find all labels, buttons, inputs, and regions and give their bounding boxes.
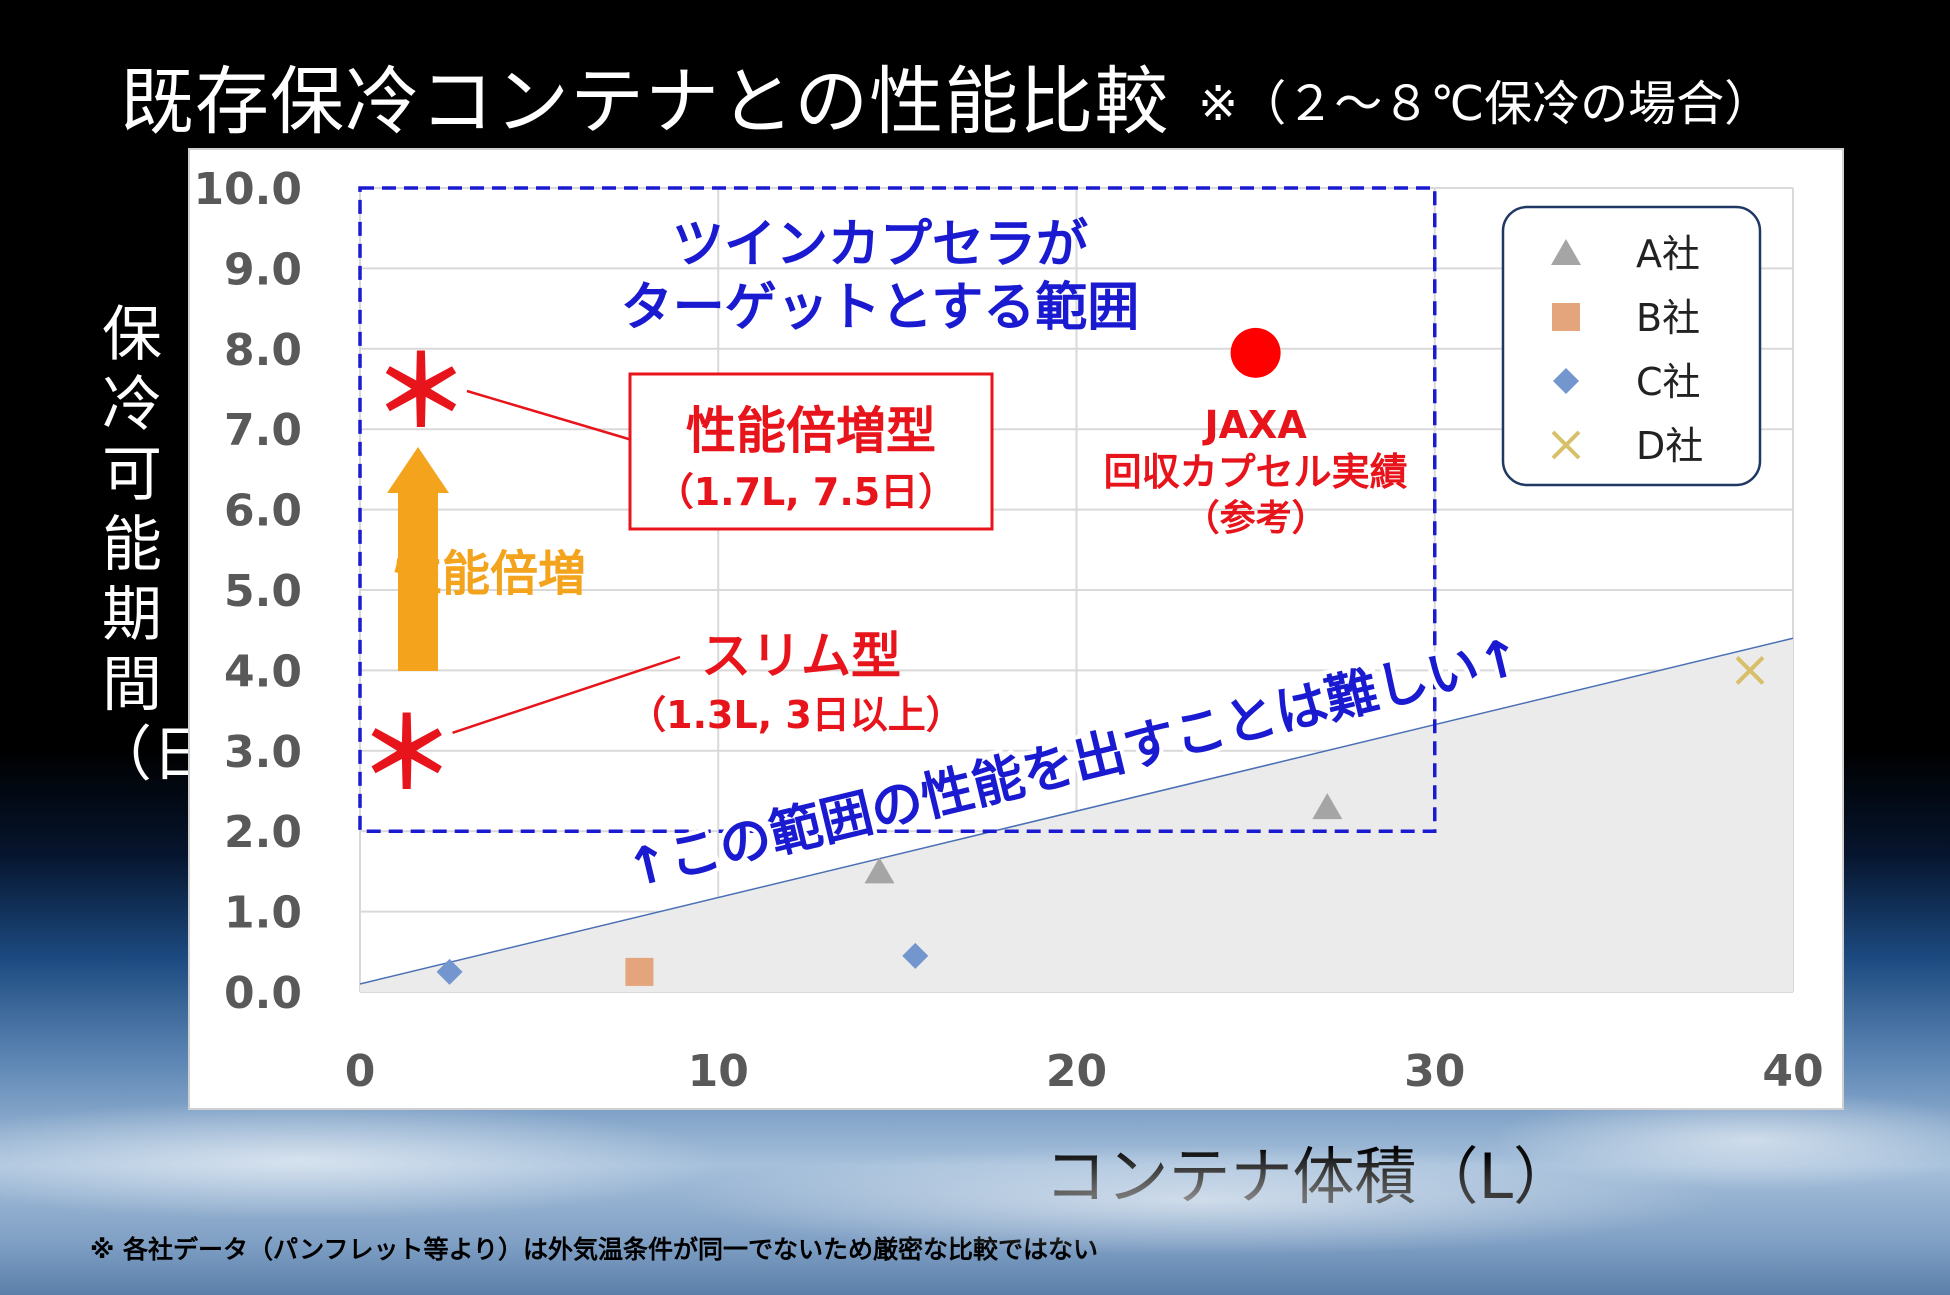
y-tick-label: 2.0	[224, 807, 302, 858]
double-type-leader-line	[466, 389, 633, 442]
target-range-label-line1: ツインカプセラが	[672, 215, 1088, 275]
y-tick-label: 10.0	[193, 164, 302, 215]
jaxa-data-point	[1230, 327, 1281, 378]
target-range-label-line2: ターゲットとする範囲	[621, 278, 1139, 338]
legend-marker	[1552, 303, 1580, 331]
double-performance-arrow-head	[387, 447, 449, 493]
difficulty-boundary-line	[359, 637, 1794, 985]
data-markers	[436, 327, 1765, 986]
legend-marker	[1551, 239, 1581, 265]
data-point-series-3	[902, 942, 929, 969]
y-tick-label: 5.0	[224, 566, 302, 617]
x-tick-label: 10	[688, 1046, 749, 1097]
y-tick-label: 3.0	[224, 727, 302, 778]
legend-marker	[1553, 368, 1579, 394]
jaxa-label-line2: 回収カプセル実績	[1104, 450, 1408, 494]
double-type-target-star: ＊	[373, 336, 469, 448]
x-tick-label: 0	[345, 1046, 376, 1097]
y-tick-label: 8.0	[224, 325, 302, 376]
legend-label: A社	[1636, 232, 1700, 276]
earth-clouds	[0, 1090, 1950, 1255]
y-tick-label: 9.0	[224, 244, 302, 295]
x-tick-label: 40	[1762, 1046, 1823, 1097]
jaxa-label-line3: （参考）	[1184, 498, 1328, 539]
slim-type-leader-line	[452, 655, 681, 734]
jaxa-label-line1: JAXA	[1201, 403, 1307, 447]
data-point-series-4	[1735, 655, 1765, 685]
x-marker-stroke	[1735, 655, 1765, 685]
y-tick-label: 1.0	[224, 888, 302, 939]
title-row: 既存保冷コンテナとの性能比較 ※（２～８℃保冷の場合）	[0, 30, 1950, 145]
data-point-series-3	[436, 958, 463, 985]
legend-label: D社	[1636, 424, 1703, 468]
double-type-detail: （1.7L, 7.5日）	[656, 470, 957, 514]
slim-type-target-star: ＊	[359, 698, 455, 810]
slide-subtitle: ※（２～８℃保冷の場合）	[1198, 76, 1773, 132]
target-range-box	[358, 186, 1437, 833]
double-performance-label: 性能倍増	[394, 546, 586, 602]
data-point-series-2	[625, 957, 654, 986]
double-type-callout-box	[628, 372, 994, 531]
y-tick-label: 0.0	[224, 968, 302, 1019]
x-marker-stroke	[1551, 430, 1581, 460]
double-type-title: 性能倍増型	[686, 402, 936, 460]
slim-type-title: スリム型	[701, 627, 901, 685]
data-point-series-1	[1312, 793, 1343, 820]
y-tick-label: 4.0	[224, 646, 302, 697]
legend-box	[1501, 205, 1762, 487]
y-tick-label: 7.0	[224, 405, 302, 456]
data-point-series-1	[864, 857, 895, 884]
x-tick-label: 30	[1404, 1046, 1465, 1097]
slim-type-detail: （1.3L, 3日以上）	[628, 693, 964, 737]
y-tick-label: 6.0	[224, 486, 302, 537]
y-tick-labels: 0.0 1.0 2.0 3.0 4.0 5.0 6.0 7.0 8.0 9.0 10.0	[193, 164, 302, 1019]
x-tick-label: 20	[1046, 1046, 1107, 1097]
legend-marker	[1551, 430, 1581, 460]
x-tick-labels: 0 10 20 30 40	[345, 1046, 1824, 1097]
legend-label: C社	[1636, 360, 1701, 404]
legend: A社 B社 C社 D社	[1501, 205, 1762, 487]
double-performance-arrow-shaft	[398, 493, 438, 671]
slide-title: 既存保冷コンテナとの性能比較	[120, 59, 1170, 145]
legend-label: B社	[1636, 296, 1700, 340]
